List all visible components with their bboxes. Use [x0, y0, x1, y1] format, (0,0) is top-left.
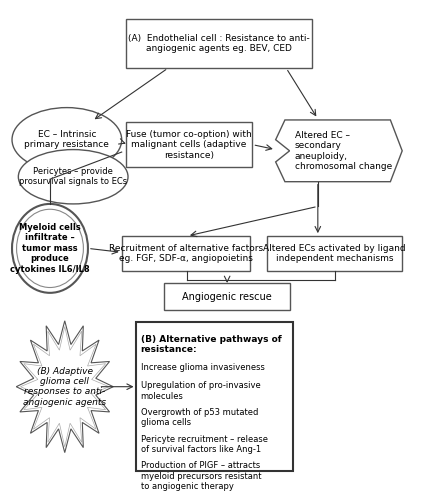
Text: (A)  Endothelial cell : Resistance to anti-
angiogenic agents eg. BEV, CED: (A) Endothelial cell : Resistance to ant… — [128, 34, 309, 53]
FancyBboxPatch shape — [126, 122, 252, 167]
Text: Altered EC –
secondary
aneuploidy,
chromosomal change: Altered EC – secondary aneuploidy, chrom… — [294, 130, 391, 171]
Text: EC – Intrinsic
primary resistance: EC – Intrinsic primary resistance — [25, 130, 109, 150]
Text: Angiogenic rescue: Angiogenic rescue — [182, 292, 271, 302]
Text: Production of PlGF – attracts
myeloid precursors resistant
to angiogenic therapy: Production of PlGF – attracts myeloid pr… — [140, 462, 261, 491]
Text: (B) Adaptive
glioma cell
responses to anti-
angiogenic agents: (B) Adaptive glioma cell responses to an… — [23, 366, 106, 407]
FancyBboxPatch shape — [267, 236, 401, 270]
Text: Increase glioma invasiveness: Increase glioma invasiveness — [140, 364, 264, 372]
Text: Pericytes – provide
prosurvival signals to ECs: Pericytes – provide prosurvival signals … — [19, 167, 127, 186]
Ellipse shape — [18, 150, 128, 204]
Text: Myeloid cells
infiltrate –
tumor mass
produce
cytokines IL6/IL8: Myeloid cells infiltrate – tumor mass pr… — [10, 223, 89, 274]
FancyBboxPatch shape — [163, 283, 290, 310]
Polygon shape — [16, 321, 113, 452]
FancyBboxPatch shape — [126, 18, 311, 68]
Ellipse shape — [16, 210, 83, 288]
FancyBboxPatch shape — [121, 236, 250, 270]
Text: Recruitment of alternative factors
eg. FGF, SDF-α, angiopoietins: Recruitment of alternative factors eg. F… — [109, 244, 262, 263]
Ellipse shape — [12, 108, 121, 172]
Text: Overgrowth of p53 mutated
glioma cells: Overgrowth of p53 mutated glioma cells — [140, 408, 258, 428]
Text: Fuse (tumor co-option) with
malignant cells (adaptive
resistance): Fuse (tumor co-option) with malignant ce… — [126, 130, 252, 160]
FancyBboxPatch shape — [136, 322, 292, 470]
Text: Altered ECs activated by ligand
independent mechanisms: Altered ECs activated by ligand independ… — [263, 244, 405, 263]
Polygon shape — [275, 120, 401, 182]
Ellipse shape — [12, 204, 88, 293]
Text: Pericyte recruitment – release
of survival factors like Ang-1: Pericyte recruitment – release of surviv… — [140, 434, 267, 454]
Text: Upregulation of pro-invasive
molecules: Upregulation of pro-invasive molecules — [140, 382, 260, 400]
Text: (B) Alternative pathways of
resistance:: (B) Alternative pathways of resistance: — [140, 335, 281, 354]
